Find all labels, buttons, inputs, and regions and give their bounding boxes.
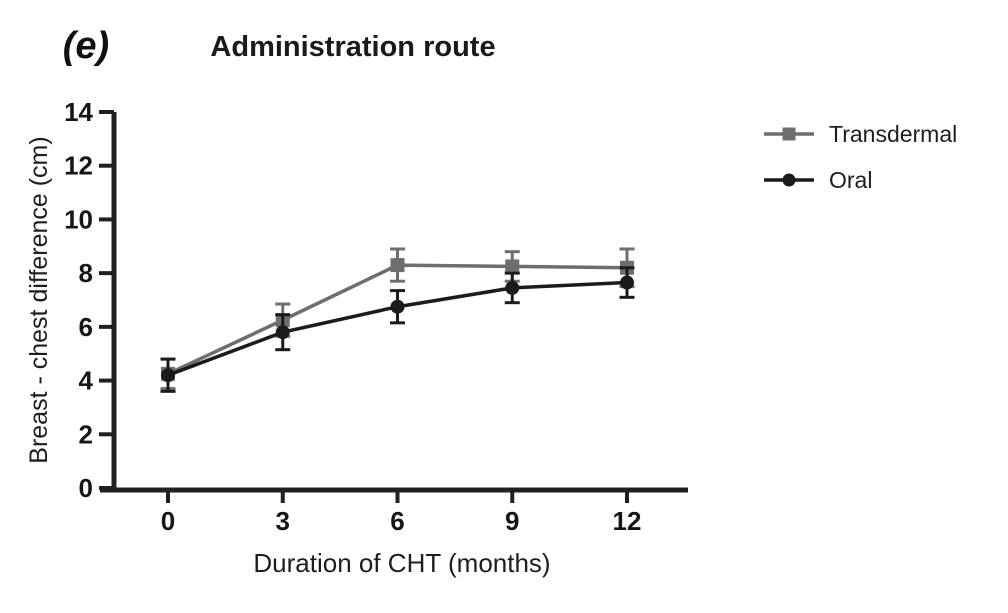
data-point-transdermal [505, 259, 520, 274]
y-tick-label: 8 [79, 258, 93, 288]
x-tick-label: 12 [613, 506, 642, 536]
legend-item-transdermal: Transdermal [763, 118, 957, 150]
y-tick-label: 14 [64, 97, 93, 127]
y-tick-label: 10 [64, 204, 93, 234]
data-point-oral [390, 299, 405, 314]
legend-item-oral: Oral [763, 164, 957, 196]
x-axis-label: Duration of CHT (months) [253, 548, 550, 578]
data-point-transdermal [390, 258, 405, 273]
y-axis-label: Breast - chest difference (cm) [25, 136, 53, 463]
x-tick-label: 9 [505, 506, 519, 536]
y-tick-label: 6 [79, 312, 93, 342]
legend-swatch-shape [782, 173, 796, 187]
data-point-oral [275, 325, 290, 340]
legend: Transdermal Oral [763, 118, 957, 196]
oral-marker-icon [764, 173, 814, 187]
data-point-oral [620, 275, 634, 290]
legend-label: Oral [829, 166, 873, 193]
data-point-oral [505, 280, 520, 295]
y-tick-label: 12 [64, 151, 93, 181]
legend-label: Transdermal [829, 120, 958, 147]
transdermal-marker-icon [764, 127, 814, 141]
y-tick-label: 2 [79, 419, 93, 449]
y-tick-label: 4 [79, 366, 94, 396]
data-point-oral [161, 368, 175, 383]
plot-area: 0 2 4 6 8 10 12 14 0 3 6 9 12 [64, 97, 688, 536]
legend-swatch-shape [782, 127, 796, 141]
x-tick-label: 0 [161, 506, 175, 536]
panel-label: (e) [63, 25, 109, 67]
x-tick-label: 3 [276, 506, 290, 536]
y-tick-label: 0 [79, 473, 93, 503]
x-tick-label: 6 [390, 506, 404, 536]
chart-title: Administration route [210, 31, 495, 63]
